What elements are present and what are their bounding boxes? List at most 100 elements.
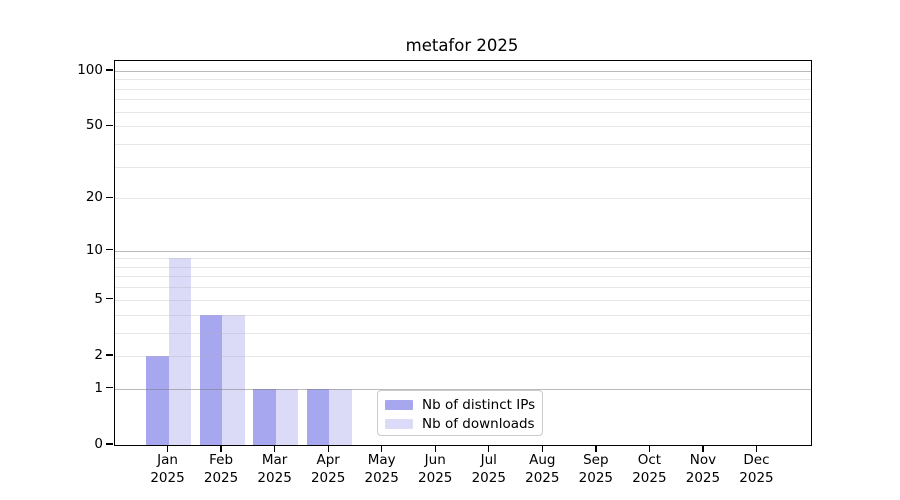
minor-gridline-6: [115, 287, 811, 289]
x-tick-year-oct: 2025: [632, 469, 667, 486]
x-tick-label-sep: Sep 2025: [556, 452, 636, 487]
x-tick-label-oct: Oct 2025: [609, 452, 689, 487]
x-tick-sep: [595, 445, 597, 452]
x-tick-year-dec: 2025: [739, 469, 774, 486]
x-tick-aug: [541, 445, 543, 452]
x-tick-year-jul: 2025: [471, 469, 506, 486]
minor-gridline-5: [115, 299, 811, 301]
minor-gridline-20: [115, 198, 811, 200]
x-tick-label-dec: Dec 2025: [716, 452, 796, 487]
legend-swatch-distinct-ips-icon: [385, 400, 413, 411]
y-tick-2: [106, 354, 113, 356]
minor-gridline-9: [115, 258, 811, 260]
y-tick-label-20: 20: [85, 189, 103, 206]
x-tick-month-apr: Apr: [316, 452, 340, 468]
y-tick-5: [106, 298, 113, 300]
major-gridline-100: [115, 70, 811, 72]
x-tick-month-sep: Sep: [583, 452, 609, 468]
major-gridline-1: [115, 388, 811, 390]
legend-item-downloads: Nb of downloads: [385, 415, 542, 434]
x-tick-nov: [702, 445, 704, 452]
x-tick-label-jul: Jul 2025: [449, 452, 529, 487]
x-tick-oct: [648, 445, 651, 452]
y-tick-label-100: 100: [77, 61, 103, 78]
minor-gridline-90: [115, 79, 811, 81]
x-tick-year-sep: 2025: [578, 469, 614, 486]
minor-gridline-3: [115, 332, 811, 334]
x-tick-month-feb: Feb: [209, 452, 234, 468]
x-tick-year-apr: 2025: [310, 469, 346, 486]
x-tick-label-mar: Mar 2025: [235, 452, 315, 487]
legend-item-distinct-ips: Nb of distinct IPs: [385, 396, 542, 415]
bar-distinct-ips-apr: [306, 388, 330, 445]
bar-downloads-feb: [222, 314, 245, 445]
x-tick-month-jan: Jan: [157, 452, 178, 468]
minor-gridline-70: [115, 99, 811, 101]
x-tick-year-nov: 2025: [685, 469, 721, 486]
x-tick-jan: [166, 445, 169, 452]
y-tick-20: [106, 196, 113, 198]
bar-distinct-ips-mar: [253, 388, 276, 445]
x-tick-label-jan: Jan 2025: [128, 452, 208, 487]
x-tick-month-mar: Mar: [261, 452, 288, 468]
x-tick-month-jul: Jul: [480, 452, 497, 468]
x-tick-may: [381, 445, 383, 452]
bars-layer: [115, 61, 811, 445]
minor-gridline-2: [115, 355, 811, 357]
y-tick-0: [106, 443, 113, 445]
minor-gridline-4: [115, 314, 811, 316]
plot-area: [114, 60, 812, 446]
x-tick-apr: [327, 445, 329, 452]
minor-gridline-60: [115, 111, 811, 113]
chart-title: metafor 2025: [405, 36, 519, 55]
x-tick-label-may: May 2025: [342, 452, 422, 487]
x-tick-label-jun: Jun 2025: [395, 452, 475, 487]
x-tick-label-apr: Apr 2025: [288, 452, 368, 487]
x-tick-year-jan: 2025: [150, 469, 185, 486]
x-tick-feb: [220, 445, 222, 452]
major-gridline-10: [115, 250, 811, 252]
y-tick-1: [106, 387, 113, 389]
x-tick-month-jun: Jun: [424, 452, 446, 468]
bar-distinct-ips-jan: [146, 355, 169, 445]
x-tick-year-mar: 2025: [257, 469, 292, 486]
legend-label-distinct-ips: Nb of distinct IPs: [422, 397, 536, 414]
x-tick-dec: [755, 445, 758, 452]
y-tick-50: [106, 124, 113, 126]
minor-gridline-7: [115, 276, 811, 278]
y-tick-label-0: 0: [94, 436, 103, 452]
minor-gridline-80: [115, 88, 811, 90]
x-tick-label-feb: Feb 2025: [181, 452, 261, 487]
y-tick-label-50: 50: [85, 117, 103, 134]
y-tick-label-5: 5: [94, 290, 103, 307]
minor-gridline-40: [115, 143, 811, 145]
y-tick-label-1: 1: [94, 379, 103, 396]
legend: Nb of distinct IPs Nb of downloads: [377, 390, 543, 436]
x-tick-year-jun: 2025: [418, 469, 453, 486]
x-tick-jun: [434, 445, 436, 452]
y-tick-label-2: 2: [94, 346, 103, 363]
x-tick-month-may: May: [367, 452, 396, 468]
minor-gridline-8: [115, 266, 811, 268]
y-tick-label-10: 10: [85, 241, 103, 258]
x-tick-label-aug: Aug 2025: [502, 452, 582, 487]
x-tick-month-nov: Nov: [689, 452, 717, 468]
y-tick-10: [106, 248, 113, 251]
x-tick-month-dec: Dec: [743, 452, 770, 468]
x-tick-month-aug: Aug: [529, 452, 556, 468]
y-tick-100: [106, 69, 113, 71]
x-tick-mar: [274, 445, 276, 452]
minor-gridline-30: [115, 166, 811, 168]
legend-swatch-downloads-icon: [385, 418, 413, 429]
bar-downloads-mar: [275, 388, 299, 445]
bar-downloads-apr: [329, 388, 352, 445]
x-tick-year-may: 2025: [364, 469, 399, 486]
bar-downloads-jan: [168, 258, 192, 445]
x-tick-month-oct: Oct: [637, 452, 662, 468]
x-tick-jul: [488, 445, 490, 452]
minor-gridline-50: [115, 126, 811, 128]
legend-label-downloads: Nb of downloads: [422, 415, 535, 432]
x-tick-year-feb: 2025: [203, 469, 239, 486]
x-tick-year-aug: 2025: [525, 469, 560, 486]
